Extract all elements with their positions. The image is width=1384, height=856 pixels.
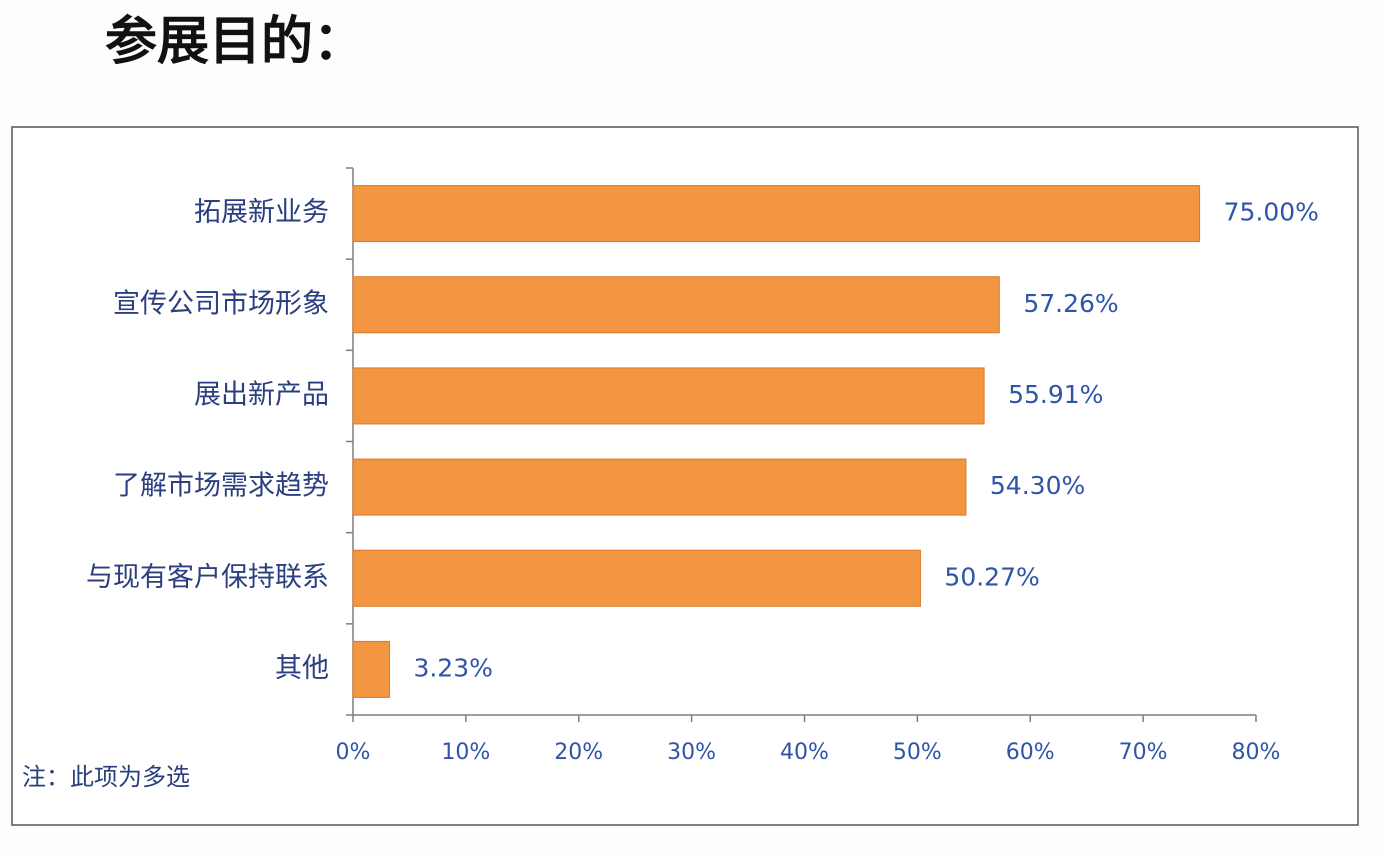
x-tick-label: 40% (780, 740, 829, 765)
bar (352, 367, 985, 425)
value-label: 54.30% (990, 471, 1085, 500)
x-tick-label: 60% (1006, 740, 1055, 765)
y-tick-label: 与现有客户保持联系 (86, 562, 329, 593)
y-tick-label: 展出新产品 (194, 379, 329, 410)
y-tick-label: 了解市场需求趋势 (113, 471, 329, 502)
bar (352, 185, 1201, 243)
bar (352, 549, 921, 607)
chart-title: 参展目的： (105, 12, 365, 72)
y-tick-label: 拓展新业务 (194, 197, 329, 228)
value-label: 75.00% (1224, 198, 1319, 227)
value-label: 55.91% (1008, 380, 1103, 409)
note: 注：此项为多选 (22, 763, 190, 791)
value-label: 57.26% (1023, 289, 1118, 318)
x-tick-label: 0% (336, 740, 371, 765)
y-tick-label: 宣传公司市场形象 (113, 288, 329, 319)
bar (352, 458, 967, 516)
value-label: 50.27% (944, 562, 1039, 591)
x-tick-label: 10% (441, 740, 490, 765)
x-tick-label: 50% (893, 740, 942, 765)
x-tick-label: 30% (667, 740, 716, 765)
bar (352, 640, 390, 698)
x-tick-label: 80% (1232, 740, 1281, 765)
value-label: 3.23% (413, 653, 492, 682)
y-tick-label: 其他 (275, 653, 329, 684)
x-tick-label: 70% (1119, 740, 1168, 765)
bar (352, 276, 1000, 334)
x-tick-label: 20% (554, 740, 603, 765)
